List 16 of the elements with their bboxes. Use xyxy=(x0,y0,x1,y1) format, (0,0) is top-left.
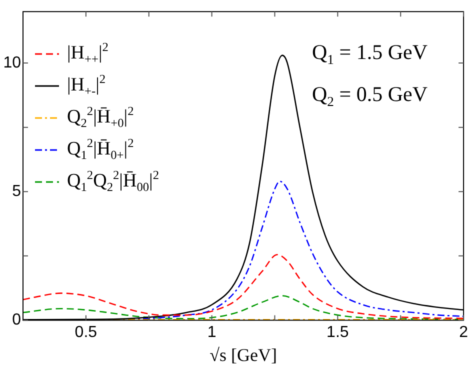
legend-label: Q$_{1}$$^{2}$|H̄$_{0+}$|$^{2}$ xyxy=(67,136,134,164)
y-tick-label: 5 xyxy=(12,183,22,200)
x-axis-title: √s [GeV] xyxy=(210,344,277,365)
y-tick-label: 10 xyxy=(3,54,22,72)
annotation: Q$_{2}$ = 0.5 GeV xyxy=(312,82,428,110)
y-tick-label: 0 xyxy=(12,312,22,329)
x-tick-label: 0.5 xyxy=(74,324,98,342)
line-series xyxy=(23,254,464,320)
legend-label: |H$_{+-}$|$^{2}$ xyxy=(67,72,106,100)
text: Q$_{1}$$^{2}$Q$_{2}$$^{2}$|H̄$_{00}$|$^{2}$ xyxy=(67,168,160,194)
legend-label: |H$_{++}$|$^{2}$ xyxy=(67,40,108,68)
x-tick-label: 2 xyxy=(459,324,468,342)
legend-label: Q$_{2}$$^{2}$|H̄$_{+0}$|$^{2}$ xyxy=(67,104,134,132)
x-tick-label: 1 xyxy=(207,324,216,342)
x-tick-label: 1.5 xyxy=(326,324,349,342)
annotation: Q$_{1}$ = 1.5 GeV xyxy=(312,40,428,68)
